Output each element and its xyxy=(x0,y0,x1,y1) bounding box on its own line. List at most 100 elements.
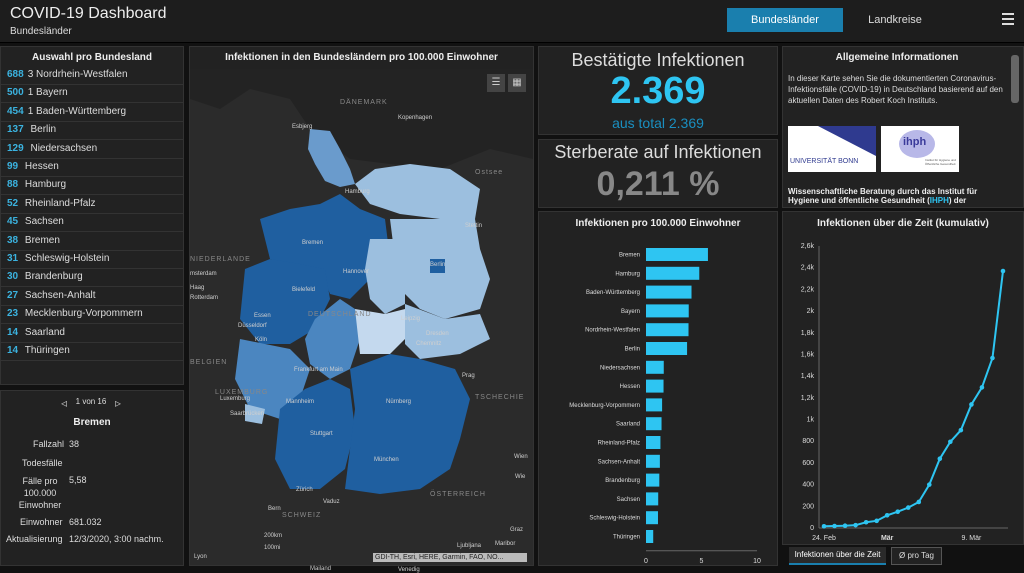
line-point[interactable] xyxy=(958,427,964,433)
region-bayern[interactable] xyxy=(345,354,470,494)
line-point[interactable] xyxy=(948,439,953,445)
map-label: Nürnberg xyxy=(386,399,412,405)
map-label: Bremen xyxy=(302,240,324,246)
list-item-schleswig-holstein[interactable]: 31 Schleswig-Holstein xyxy=(1,250,183,269)
ihph-link[interactable]: IHPH xyxy=(929,196,949,205)
bar[interactable] xyxy=(646,360,664,374)
list-item-baden-w-rttemberg[interactable]: 454 1 Baden-Württemberg xyxy=(1,103,183,122)
tab-landkreise[interactable]: Landkreise xyxy=(868,14,922,26)
bar[interactable] xyxy=(646,248,708,261)
list-item-bremen[interactable]: 38 Bremen xyxy=(1,232,183,251)
list-item-hamburg[interactable]: 88 Hamburg xyxy=(1,176,183,196)
line-point[interactable] xyxy=(821,523,827,529)
line-point[interactable] xyxy=(937,456,943,461)
region-schleswig-holstein[interactable] xyxy=(308,129,355,187)
bar[interactable] xyxy=(646,323,689,337)
list-item-hessen[interactable]: 99 Hessen xyxy=(1,158,183,177)
bar[interactable] xyxy=(646,304,689,318)
bar[interactable] xyxy=(646,417,662,431)
region-nordrhein-westfalen[interactable] xyxy=(240,259,330,344)
list-item-niedersachsen[interactable]: 129 Niedersachsen xyxy=(1,140,183,159)
bar[interactable] xyxy=(646,454,660,468)
tab-pro-tag[interactable]: Ø pro Tag xyxy=(891,547,942,565)
info-advisory-a: Wissenschaftliche Beratung durch das Ins… xyxy=(788,187,978,205)
region-sachsen[interactable] xyxy=(405,304,490,359)
legend-icon[interactable]: ☰ xyxy=(487,74,505,92)
bar[interactable] xyxy=(646,473,660,487)
tab-bundeslaender[interactable]: Bundesländer xyxy=(727,8,843,32)
line-point[interactable] xyxy=(916,499,922,505)
list-item-value: 14 xyxy=(7,345,19,356)
region-berlin[interactable] xyxy=(430,259,445,273)
list-item-berlin[interactable]: 137 Berlin xyxy=(1,121,183,141)
map-canvas[interactable] xyxy=(190,69,533,565)
line-point[interactable] xyxy=(884,513,890,518)
line-point[interactable] xyxy=(842,523,848,529)
list-item-bayern[interactable]: 500 1 Bayern xyxy=(1,84,183,104)
map-label: BELGIEN xyxy=(190,359,228,366)
line-point[interactable] xyxy=(990,355,995,361)
list-item-value: 31 xyxy=(7,253,19,264)
list-item-mecklenburg-vorpommern[interactable]: 23 Mecklenburg-Vorpommern xyxy=(1,305,183,325)
list-item-nordrhein-westfalen[interactable]: 688 3 Nordrhein-Westfalen xyxy=(1,66,183,85)
next-icon[interactable]: ▹ xyxy=(115,396,122,410)
region-hessen[interactable] xyxy=(305,299,360,379)
line-point[interactable] xyxy=(1000,268,1006,274)
bar[interactable] xyxy=(646,492,659,506)
bar[interactable] xyxy=(646,398,663,412)
bar[interactable] xyxy=(646,436,661,449)
list-item-rheinland-pfalz[interactable]: 52 Rheinland-Pfalz xyxy=(1,195,183,214)
info-scrollbar[interactable] xyxy=(1011,55,1019,103)
list-item-brandenburg[interactable]: 30 Brandenburg xyxy=(1,268,183,288)
map-label: Zürich xyxy=(296,487,313,493)
line-point[interactable] xyxy=(832,523,837,529)
list-item-th-ringen[interactable]: 14 Thüringen xyxy=(1,342,183,361)
aktualisierung-label: Aktualisierung xyxy=(6,534,63,544)
region-thueringen[interactable] xyxy=(355,309,410,354)
region-saarland[interactable] xyxy=(245,404,265,424)
header-bar: COVID-19 Dashboard Bundesländer Bundeslä… xyxy=(0,0,1024,43)
tab-infektionen-ueber-zeit[interactable]: Infektionen über die Zeit xyxy=(789,547,886,565)
bar[interactable] xyxy=(646,511,658,525)
map-label: Wie xyxy=(515,474,526,480)
line-point[interactable] xyxy=(863,519,869,525)
bar[interactable] xyxy=(646,530,654,543)
info-text: In dieser Karte sehen Sie die dokumentie… xyxy=(788,74,1003,105)
faelle-pro-value: 5,58 xyxy=(69,475,87,485)
bar[interactable] xyxy=(646,342,688,355)
line-point[interactable] xyxy=(969,402,974,407)
region-mecklenburg-vorpommern[interactable] xyxy=(355,164,480,219)
list-item-saarland[interactable]: 14 Saarland xyxy=(1,324,183,343)
list-item-sachsen[interactable]: 45 Sachsen xyxy=(1,213,183,233)
bar-x-tick: 5 xyxy=(700,558,704,564)
map-label: Hannover xyxy=(343,269,370,275)
hamburger-menu-icon[interactable] xyxy=(1002,13,1014,28)
basemap-gallery-icon[interactable]: ▦ xyxy=(508,74,526,92)
region-sachsen-anhalt[interactable] xyxy=(365,239,405,314)
region-niedersachsen[interactable] xyxy=(260,194,390,299)
line-point[interactable] xyxy=(926,482,932,487)
map-label: Berlin xyxy=(430,262,446,268)
bar[interactable] xyxy=(646,266,700,280)
list-item-sachsen-anhalt[interactable]: 27 Sachsen-Anhalt xyxy=(1,287,183,306)
line-y-tick: 1,8k xyxy=(801,330,815,337)
bar[interactable] xyxy=(646,379,664,393)
map-panel[interactable]: Infektionen in den Bundesländern pro 100… xyxy=(189,46,534,573)
line-point[interactable] xyxy=(979,385,985,390)
previous-icon[interactable]: ◃ xyxy=(61,396,68,410)
map-label: Bielefeld xyxy=(292,287,316,293)
ihph-circle xyxy=(899,130,935,158)
region-rheinland-pfalz[interactable] xyxy=(235,339,310,419)
list-item-value: 688 xyxy=(7,69,24,80)
line-point[interactable] xyxy=(874,518,879,524)
line-point[interactable] xyxy=(853,522,858,528)
einwohner-label: Einwohner xyxy=(20,517,63,527)
region-baden-wuerttemberg[interactable] xyxy=(275,379,355,489)
bar[interactable] xyxy=(646,285,692,299)
map-label: NIEDERLANDE xyxy=(190,256,251,263)
list-item-label: Bremen xyxy=(24,234,60,246)
map-label: DÄNEMARK xyxy=(340,99,388,106)
detail-name: Bremen xyxy=(73,417,111,428)
line-point[interactable] xyxy=(895,509,901,515)
line-point[interactable] xyxy=(905,505,911,510)
